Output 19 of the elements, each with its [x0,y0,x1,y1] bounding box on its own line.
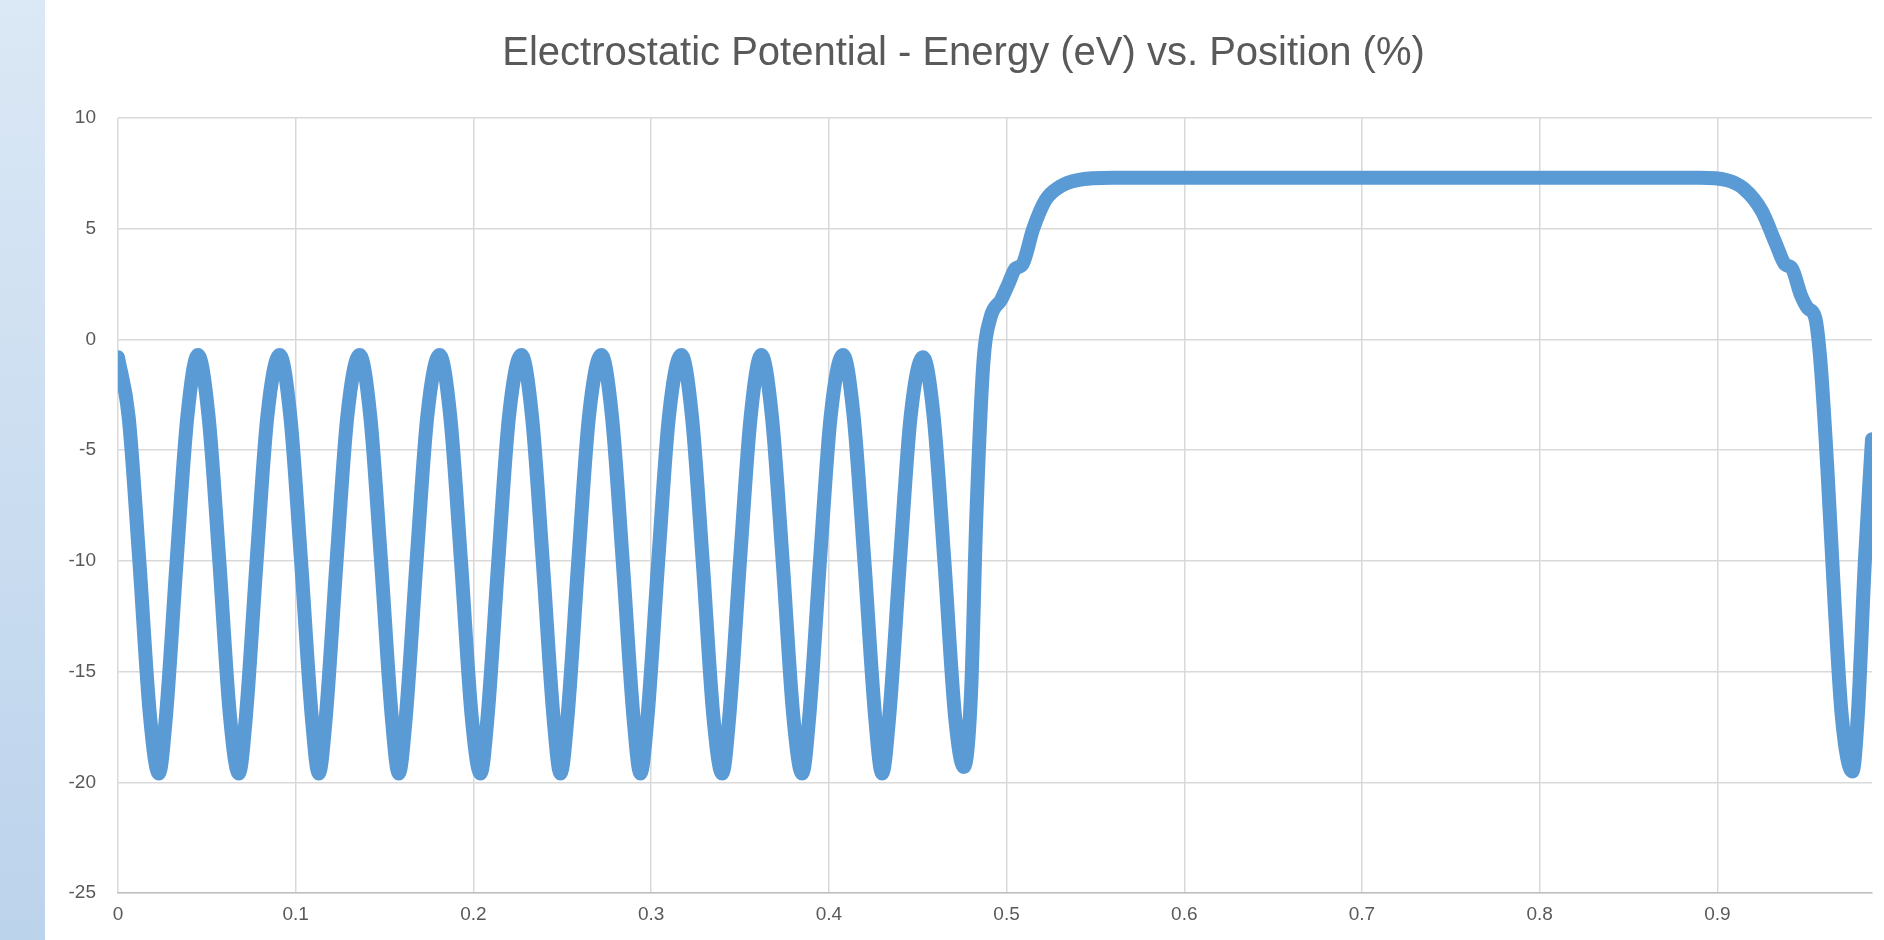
y-tick-label: -20 [68,770,96,792]
x-tick-label: 0.8 [1526,902,1553,924]
y-tick-label: -25 [68,881,96,903]
x-tick-label: 0.9 [1704,902,1731,924]
y-tick-label: -15 [68,659,96,681]
y-tick-label: -5 [79,438,96,460]
y-tick-label: 10 [74,106,96,128]
x-tick-label: 0.6 [1171,902,1198,924]
y-tick-label: -10 [68,549,96,571]
x-tick-label: 0.7 [1348,902,1376,924]
x-tick-label: 0 [112,902,124,924]
x-tick-label: 0.3 [637,902,665,924]
x-tick-label: 0.1 [282,902,309,924]
y-tick-label: 0 [85,327,96,349]
x-tick-label: 0.5 [993,902,1020,924]
x-tick-label: 0.4 [815,902,843,924]
y-tick-label: 5 [85,216,96,238]
x-tick-label: 0.2 [460,902,487,924]
chart-title: Electrostatic Potential - Energy (eV) vs. Position (%) [502,29,1425,74]
